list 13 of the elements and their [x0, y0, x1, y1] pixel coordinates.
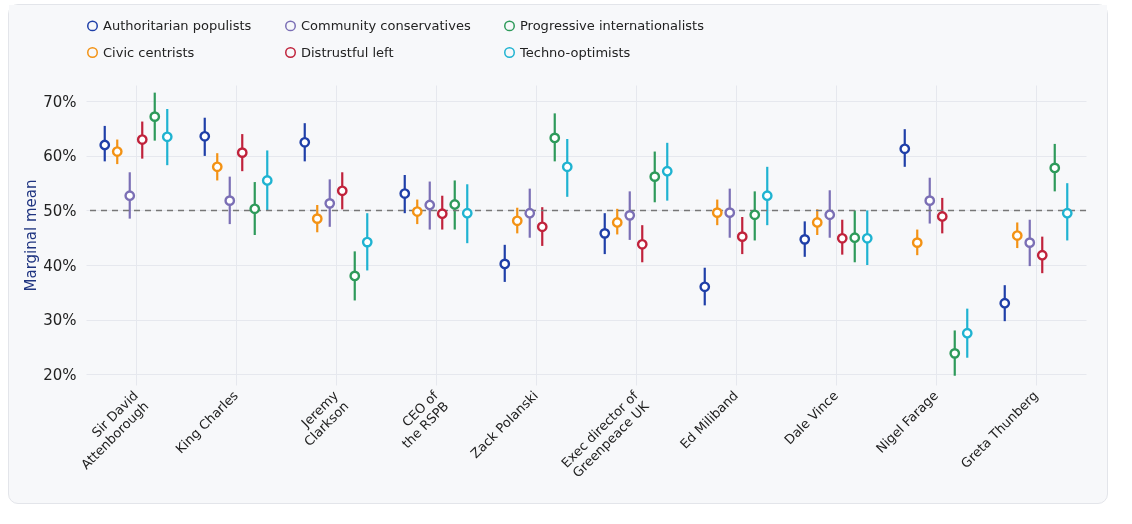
- y-tick-label: 20%: [43, 365, 77, 384]
- y-tick-label: 50%: [43, 201, 77, 220]
- legend-label: Authoritarian populists: [103, 17, 252, 33]
- y-tick-label: 70%: [43, 92, 77, 111]
- legend-label: Distrustful left: [301, 44, 394, 60]
- legend-label: Techno-optimists: [519, 44, 631, 60]
- y-tick-label: 40%: [43, 256, 77, 275]
- legend-label: Progressive internationalists: [520, 17, 705, 33]
- legend-label: Community conservatives: [301, 17, 471, 33]
- legend-label: Civic centrists: [103, 44, 195, 60]
- y-tick-label: 30%: [43, 311, 77, 330]
- y-tick-label: 60%: [43, 147, 77, 166]
- y-axis-title: Marginal mean: [22, 179, 41, 292]
